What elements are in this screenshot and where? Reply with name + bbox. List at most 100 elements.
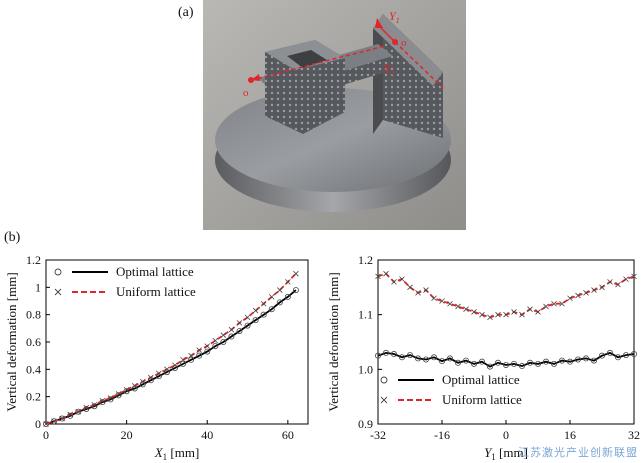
y-axis-title: Vertical deformation [mm]	[4, 272, 19, 411]
fit-line	[45, 289, 297, 425]
data-point	[244, 322, 251, 329]
data-point	[244, 314, 251, 321]
data-point	[542, 358, 549, 365]
data-point	[606, 349, 613, 356]
legend-label: Optimal lattice	[116, 264, 194, 279]
data-point	[471, 309, 477, 315]
data-point	[431, 354, 438, 361]
data-point	[590, 357, 597, 364]
data-point	[566, 358, 573, 365]
data-point	[631, 273, 637, 280]
specimen-photo: Y1 o X1 o	[203, 0, 466, 230]
data-point	[220, 339, 227, 346]
data-point	[180, 356, 186, 363]
x-tick-label: -32	[370, 428, 386, 442]
data-point	[131, 382, 138, 389]
x-axis-title: X1 [mm]	[154, 445, 200, 462]
panel-a-label: (a)	[178, 5, 194, 20]
data-point	[407, 284, 413, 291]
data-point	[228, 333, 235, 340]
data-point	[236, 328, 243, 335]
fit-line	[377, 272, 635, 319]
data-point	[463, 306, 469, 312]
data-point	[391, 351, 398, 358]
lattice-block-hole	[287, 50, 327, 68]
data-point	[252, 307, 259, 314]
data-point	[598, 352, 605, 359]
x-tick-label: 20	[121, 428, 133, 442]
data-point	[518, 363, 525, 370]
data-point	[204, 343, 211, 349]
y1-arrow-shaft	[378, 25, 396, 43]
data-point	[260, 300, 267, 307]
axes: 0.9 1.0 1.1 1.2 -32 -16 0 16 32 Y1 [mm] Vertical d…	[326, 253, 640, 462]
wall-top	[373, 14, 443, 86]
data-point	[67, 412, 74, 419]
origin-dot-right	[392, 39, 398, 45]
legend: Optimal lattice Uniform lattice	[54, 264, 196, 299]
data-point	[519, 311, 525, 318]
data-point	[415, 290, 421, 296]
data-point	[75, 408, 82, 415]
data-point	[423, 287, 429, 293]
data-point	[188, 352, 194, 359]
data-point	[196, 347, 202, 353]
data-point	[447, 300, 453, 307]
origin-dot-left	[248, 77, 254, 83]
data-point	[431, 295, 437, 302]
data-point	[383, 270, 389, 277]
legend-entry: Uniform lattice	[54, 284, 196, 299]
data-point	[284, 293, 291, 300]
data-point	[494, 359, 501, 366]
data-point	[391, 279, 397, 285]
data-point	[59, 415, 66, 422]
data-point	[623, 276, 629, 282]
data-point	[470, 360, 477, 367]
y-tick-label: 0	[35, 417, 41, 431]
data-point	[582, 355, 589, 362]
data-point	[622, 352, 629, 359]
data-point	[67, 411, 73, 418]
data-point	[268, 294, 275, 300]
data-point	[455, 303, 461, 310]
y-tick-label: 0.2	[26, 390, 41, 404]
data-point	[575, 292, 581, 299]
x-axis-title: Y1 [mm]	[484, 445, 528, 462]
data-point	[503, 311, 509, 318]
panel-b-label: (b)	[4, 230, 21, 245]
data-point	[83, 404, 90, 411]
data-point	[399, 354, 406, 361]
data-point	[574, 356, 581, 363]
series-optimal-lattice	[375, 349, 637, 370]
photo-y1-label: Y1	[389, 9, 400, 25]
x-tick-label: 40	[201, 428, 213, 442]
data-point	[180, 360, 187, 367]
legend: Optimal lattice Uniform lattice	[380, 372, 522, 407]
y-tick-label: 1	[35, 280, 41, 294]
series-uniform-lattice	[375, 270, 637, 321]
chart-x1-deformation: 0 0.2 0.4 0.6 0.8 1 1.2 0 20 40 60 X1 [mm] Vertical …	[4, 253, 309, 462]
data-point	[510, 360, 517, 367]
data-point	[228, 326, 235, 333]
data-point	[196, 352, 203, 359]
x-tick-label: 0	[503, 428, 509, 442]
data-point	[607, 279, 613, 285]
data-point	[212, 337, 219, 344]
legend-label: Uniform lattice	[442, 392, 522, 407]
x-tick-label: 0	[43, 428, 49, 442]
data-point	[148, 374, 154, 381]
data-point	[479, 311, 485, 318]
data-point	[59, 415, 65, 422]
data-point	[454, 359, 461, 366]
data-point	[439, 358, 446, 365]
data-point	[107, 395, 114, 401]
data-point	[543, 303, 549, 310]
data-point	[535, 309, 541, 315]
data-point	[558, 357, 565, 364]
data-point	[559, 300, 565, 307]
data-point	[375, 352, 382, 359]
data-point	[487, 314, 493, 321]
x-tick-label: 16	[564, 428, 576, 442]
data-point	[260, 311, 267, 318]
y-tick-label: 0.8	[26, 308, 41, 322]
